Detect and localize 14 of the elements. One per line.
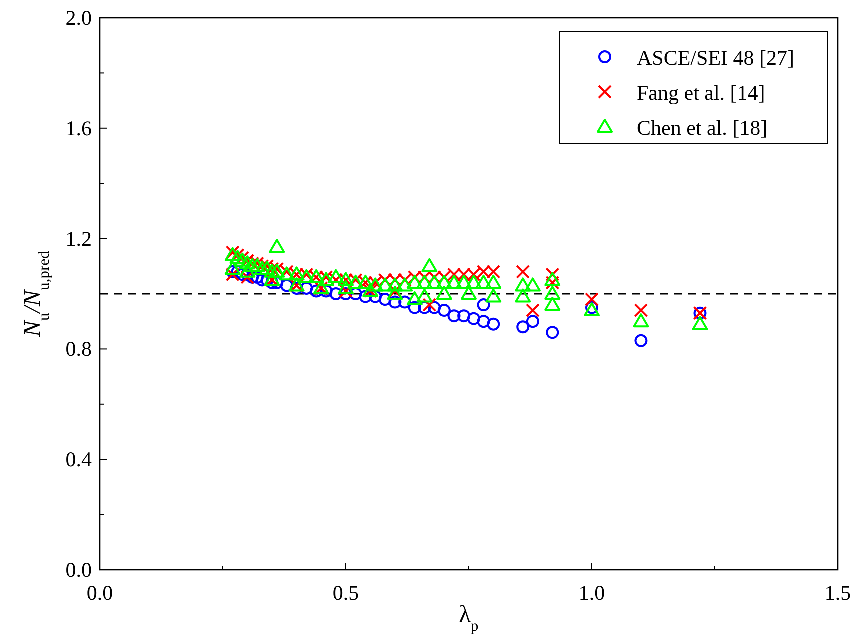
x-tick-label: 0.0: [86, 581, 114, 605]
x-axis-title: λ$_{p}$: [459, 602, 479, 634]
x-tick-label: 1.0: [578, 581, 606, 605]
y-tick-label: 0.0: [66, 558, 92, 582]
y-tick-label: 2.0: [66, 6, 92, 30]
y-tick-label: 1.2: [66, 226, 92, 251]
y-tick-label: 0.8: [66, 337, 92, 362]
y-tick-label: 1.6: [66, 116, 92, 140]
legend-label: Fang et al. [14]: [637, 81, 766, 105]
x-tick-label: 1.5: [824, 581, 852, 605]
y-tick-label: 0.4: [66, 448, 92, 472]
legend-label: Chen et al. [18]: [637, 116, 768, 140]
x-tick-label: 0.5: [332, 581, 360, 605]
legend-label: ASCE/SEI 48 [27]: [637, 46, 794, 70]
